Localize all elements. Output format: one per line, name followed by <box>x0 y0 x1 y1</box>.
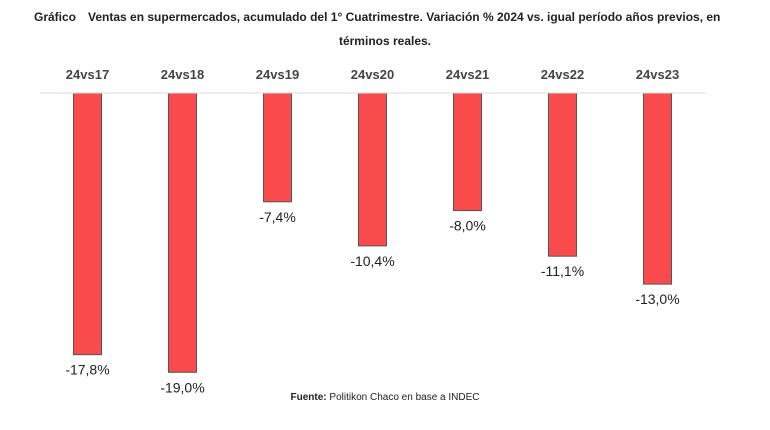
data-label-24vs21: -8,0% <box>449 218 486 234</box>
bar-24vs20 <box>358 92 387 247</box>
source-label: Fuente: <box>290 392 327 403</box>
bar-24vs23 <box>643 92 672 285</box>
category-label-24vs21: 24vs21 <box>446 67 489 82</box>
bars-group <box>73 92 672 373</box>
category-label-24vs17: 24vs17 <box>66 67 109 82</box>
chart-title-line-2: términos reales. <box>338 34 432 48</box>
category-label-24vs22: 24vs22 <box>541 67 584 82</box>
category-label-24vs20: 24vs20 <box>351 67 394 82</box>
bar-24vs22 <box>548 92 577 257</box>
chart-title-text: Ventas en supermercados, acumulado del 1… <box>88 10 721 24</box>
bar-24vs21 <box>453 92 482 212</box>
data-labels-group: -17,8% -19,0% -7,4% -10,4% -8,0% -11,1% -13,0% <box>65 209 679 395</box>
bar-24vs19 <box>263 92 292 203</box>
category-label-24vs19: 24vs19 <box>256 67 299 82</box>
data-label-24vs18: -19,0% <box>160 379 204 395</box>
bar-24vs17 <box>73 92 102 356</box>
category-label-24vs18: 24vs18 <box>161 67 204 82</box>
chart-title-line-1: Gráfico Ventas en supermercados, acumulad… <box>34 10 720 24</box>
data-label-24vs23: -13,0% <box>635 291 679 307</box>
data-label-24vs19: -7,4% <box>259 209 296 225</box>
bar-24vs18 <box>168 92 197 373</box>
category-label-24vs23: 24vs23 <box>636 67 679 82</box>
data-label-24vs17: -17,8% <box>65 362 109 378</box>
data-label-24vs20: -10,4% <box>350 253 394 269</box>
source-text: Politikon Chaco en base a INDEC <box>326 392 480 403</box>
data-label-24vs22: -11,1% <box>541 263 584 279</box>
source-note: Fuente: Politikon Chaco en base a INDEC <box>0 392 770 403</box>
category-labels-group: 24vs17 24vs18 24vs19 24vs20 24vs21 24vs22 24vs… <box>66 67 679 82</box>
chart-figure-label: Gráfico <box>34 10 77 24</box>
